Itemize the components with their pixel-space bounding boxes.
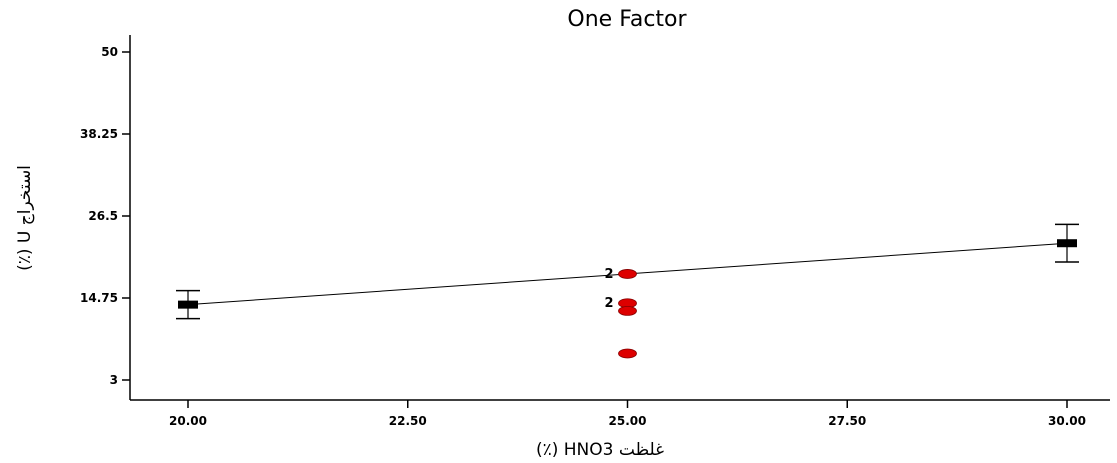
x-tick-label: 25.00: [609, 414, 647, 428]
x-tick-label: 27.50: [828, 414, 866, 428]
data-point: [618, 348, 637, 359]
mean-marker: [178, 300, 198, 309]
chart-title: One Factor: [567, 7, 687, 32]
data-points-group: 22: [604, 267, 637, 359]
point-count-label: 2: [604, 296, 613, 311]
y-ticks: 3 14.75 26.5 38.25 50: [80, 45, 130, 387]
y-tick-label: 38.25: [80, 127, 118, 141]
y-axis-label: استخراج U (٪): [15, 165, 35, 271]
x-tick-label: 22.50: [389, 414, 427, 428]
y-tick-label: 26.5: [88, 209, 118, 223]
y-tick-label: 50: [101, 45, 118, 59]
error-bars-group: [176, 223, 1079, 320]
data-point: [618, 269, 637, 279]
mean-marker: [1057, 239, 1077, 248]
x-tick-label: 20.00: [169, 414, 207, 428]
y-tick-label: 3: [110, 373, 118, 387]
axes: [129, 35, 1110, 401]
x-ticks: 20.00 22.50 25.00 27.50 30.00: [169, 400, 1086, 428]
x-axis-label: غلظت HNO3 (٪): [536, 440, 664, 460]
data-point: [618, 306, 637, 316]
y-tick-label: 14.75: [80, 291, 118, 305]
point-count-label: 2: [604, 267, 613, 282]
x-tick-label: 30.00: [1048, 414, 1086, 428]
